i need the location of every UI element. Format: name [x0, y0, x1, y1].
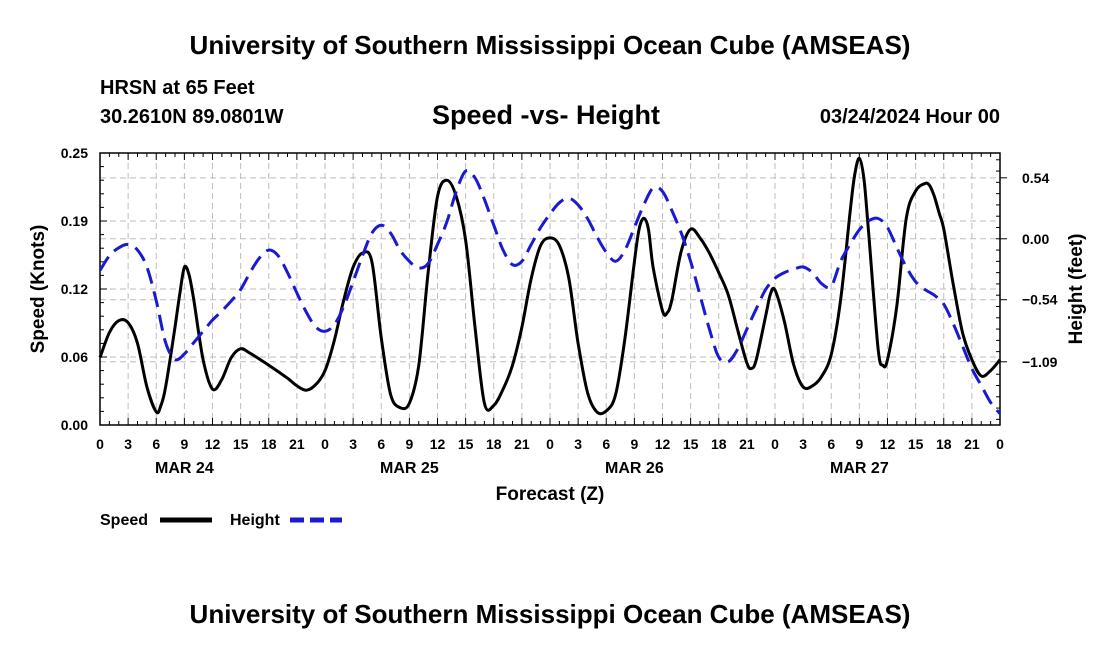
- x-tick-label: 3: [124, 436, 132, 452]
- day-label: MAR 27: [830, 460, 889, 477]
- y-left-tick-labels: 0.00 0.06 0.12 0.19 0.25: [61, 145, 88, 433]
- x-tick-label: 9: [180, 436, 188, 452]
- x-tick-label: 0: [771, 436, 779, 452]
- y-left-tick-label: 0.19: [61, 213, 88, 229]
- y-left-tick-label: 0.12: [61, 281, 88, 297]
- x-axis-label: Forecast (Z): [496, 484, 605, 505]
- x-tick-label: 0: [321, 436, 329, 452]
- minor-ticks: [99, 152, 1001, 426]
- x-tick-label: 21: [739, 436, 755, 452]
- main-title: University of Southern Mississippi Ocean…: [189, 30, 911, 60]
- day-label: MAR 24: [155, 460, 214, 477]
- x-tick-label: 18: [261, 436, 277, 452]
- x-tick-label: 15: [458, 436, 474, 452]
- grid-lines: [100, 153, 1000, 425]
- forecast-date: 03/24/2024 Hour 00: [819, 106, 1000, 128]
- y-left-tick-label: 0.25: [61, 145, 88, 161]
- x-tick-label: 15: [908, 436, 924, 452]
- footer-title: University of Southern Mississippi Ocean…: [189, 599, 911, 629]
- x-tick-label: 12: [880, 436, 896, 452]
- y-left-tick-label: 0.06: [61, 349, 88, 365]
- series-lines: [98, 156, 1002, 416]
- x-tick-label: 18: [486, 436, 502, 452]
- coordinates-label: 30.2610N 89.0801W: [100, 106, 284, 128]
- x-tick-label: 21: [289, 436, 305, 452]
- x-tick-label: 15: [683, 436, 699, 452]
- x-tick-label: 12: [205, 436, 221, 452]
- chart-title: Speed -vs- Height: [432, 100, 661, 130]
- x-tick-label: 3: [799, 436, 807, 452]
- y-right-tick-label: −1.09: [1022, 354, 1058, 370]
- x-tick-label: 0: [996, 436, 1004, 452]
- x-tick-label: 21: [514, 436, 530, 452]
- x-tick-label: 18: [711, 436, 727, 452]
- x-tick-label: 21: [964, 436, 980, 452]
- x-tick-label: 15: [233, 436, 249, 452]
- speed-height-chart: 0 3 6 9 12 15 18 21 0 3 6 9 12 15 18 21 0 3 6 9 12 15 18 21 0 3 6 9…: [28, 145, 1087, 529]
- speed-series-line: [98, 156, 1002, 416]
- x-tick-label: 3: [574, 436, 582, 452]
- x-tick-label: 0: [546, 436, 554, 452]
- x-tick-label: 12: [655, 436, 671, 452]
- x-tick-label: 9: [855, 436, 863, 452]
- x-tick-labels: 0 3 6 9 12 15 18 21 0 3 6 9 12 15 18 21 0 3 6 9 12 15 18 21 0 3 6 9…: [96, 436, 1004, 452]
- x-tick-label: 6: [602, 436, 610, 452]
- x-tick-label: 6: [152, 436, 160, 452]
- x-tick-label: 6: [377, 436, 385, 452]
- x-tick-label: 9: [630, 436, 638, 452]
- legend-height-label: Height: [230, 512, 280, 529]
- station-label: HRSN at 65 Feet: [100, 77, 255, 99]
- legend-speed-label: Speed: [100, 512, 148, 529]
- y-left-tick-label: 0.00: [61, 417, 88, 433]
- y-right-tick-label: 0.54: [1022, 170, 1049, 186]
- x-tick-label: 3: [349, 436, 357, 452]
- x-tick-label: 0: [96, 436, 104, 452]
- y-right-tick-labels: 0.54 0.00 −0.54 −1.09: [1000, 170, 1058, 370]
- day-label: MAR 26: [605, 460, 664, 477]
- x-tick-label: 12: [430, 436, 446, 452]
- y-right-tick-label: −0.54: [1022, 292, 1058, 308]
- y-right-tick-label: 0.00: [1022, 231, 1049, 247]
- day-label: MAR 25: [380, 460, 439, 477]
- y-left-axis-label: Speed (Knots): [28, 225, 49, 354]
- x-tick-label: 18: [936, 436, 952, 452]
- legend: Speed Height: [100, 512, 342, 529]
- x-tick-label: 9: [405, 436, 413, 452]
- x-tick-label: 6: [827, 436, 835, 452]
- day-labels: MAR 24 MAR 25 MAR 26 MAR 27: [155, 460, 889, 477]
- y-right-axis-label: Height (feet): [1066, 234, 1087, 345]
